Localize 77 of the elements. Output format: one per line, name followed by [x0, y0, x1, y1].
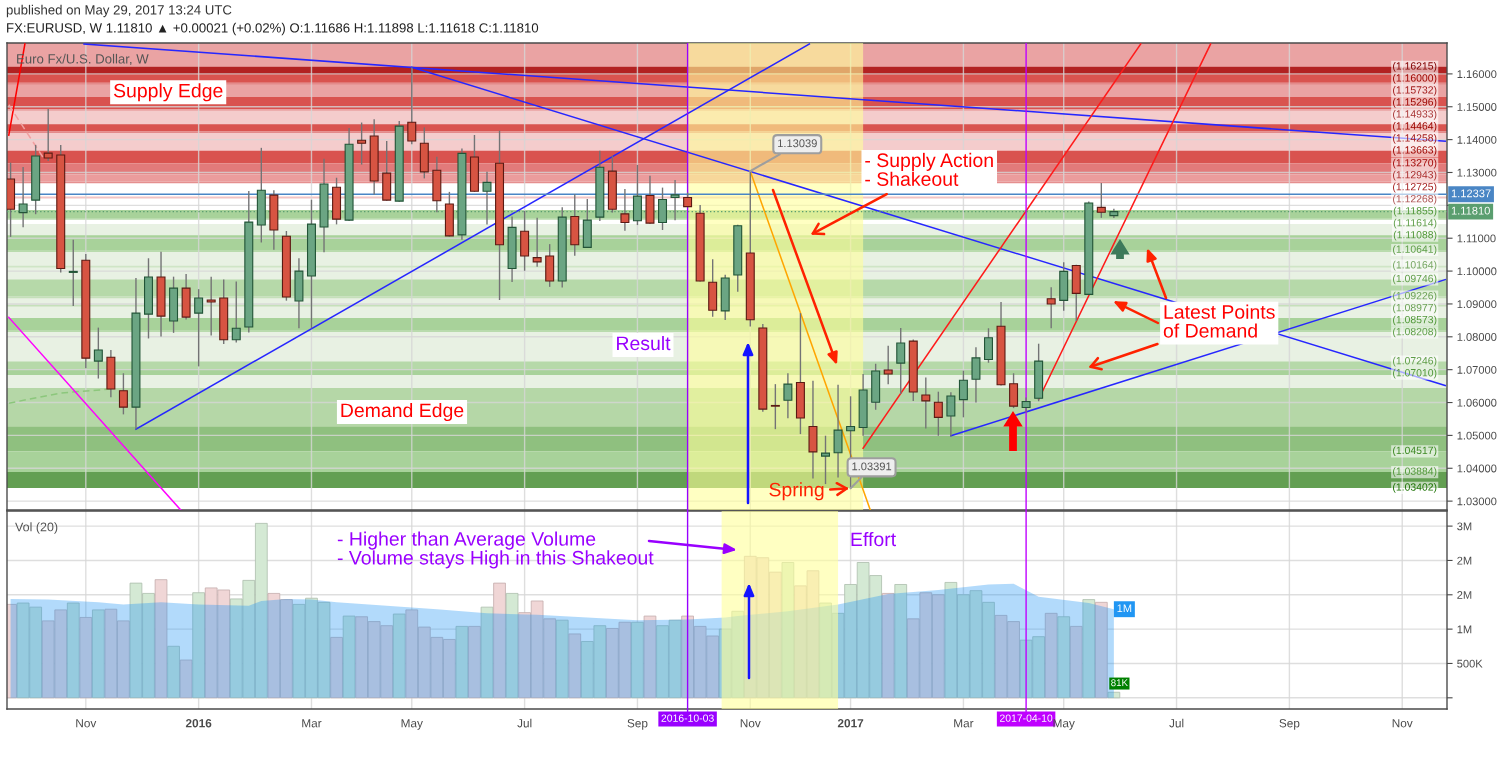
band-label: (1.12268) — [1393, 194, 1437, 205]
band-label: (1.11088) — [1393, 230, 1437, 241]
band-label: (1.12725) — [1393, 182, 1437, 193]
x-tick-label: Jul — [517, 718, 532, 728]
y-tick-label: 1.13000 — [1457, 168, 1497, 177]
ref-line-label: 1.12337 — [1451, 189, 1491, 198]
band-label: (1.09226) — [1393, 291, 1437, 302]
y-tick-label: 1M — [1457, 625, 1472, 634]
band-label: (1.14258) — [1393, 133, 1437, 144]
y-tick-label: 2M — [1457, 556, 1472, 565]
y-tick-label: 1.15000 — [1457, 103, 1497, 111]
annotation: Result — [617, 335, 671, 351]
y-tick-label: 1.05000 — [1457, 431, 1497, 440]
text: Vol (20) — [15, 522, 58, 534]
band-label: (1.15732) — [1393, 85, 1437, 96]
y-tick-label: 1.16000 — [1457, 70, 1497, 79]
x-tick-label: 2016 — [185, 719, 212, 728]
band-label: (1.13663) — [1393, 145, 1437, 156]
x-tick-label: Sep — [627, 719, 648, 730]
annotation: Latest Points of Demand — [1163, 304, 1275, 338]
y-tick-label: 1.07000 — [1457, 365, 1497, 374]
band-label: (1.08208) — [1393, 327, 1437, 338]
annotation: - Higher than Average Volume - Volume stays High in this Shakeout — [337, 531, 654, 569]
band-label: (1.10164) — [1393, 260, 1437, 271]
band-label: (1.11855) — [1393, 206, 1437, 217]
y-tick-label: 500K — [1457, 659, 1483, 668]
y-tick-label: 1.03000 — [1457, 497, 1497, 506]
x-tick-label: Nov — [76, 719, 97, 728]
annotation: Spring — [769, 482, 824, 501]
ref-line-label: 1.11810 — [1451, 206, 1490, 215]
y-tick-label: 1.14000 — [1457, 135, 1497, 144]
band-label: (1.07246) — [1393, 356, 1437, 367]
y-tick-label: 1.11000 — [1457, 234, 1496, 243]
y-tick-label: 1.08000 — [1457, 333, 1497, 341]
x-tick-label: Mar — [954, 719, 974, 728]
y-tick-label: 1.09000 — [1457, 300, 1497, 309]
data-label: 1M — [1117, 604, 1132, 613]
band-label: (1.15296) — [1393, 97, 1437, 108]
x-tick-label: May — [401, 719, 423, 730]
band-label: (1.13270) — [1393, 158, 1437, 169]
x-tick-label: Nov — [1392, 719, 1413, 728]
annotation: Supply Edge — [113, 83, 223, 102]
band-label: (1.04517) — [1393, 446, 1437, 457]
annotation: 1.13039 — [778, 139, 817, 148]
annotation: - Supply Action - Shakeout — [865, 152, 993, 186]
band-label: (1.03402) — [1393, 483, 1437, 493]
ref-line-label: 2016-10-03 — [661, 714, 714, 722]
x-tick-label: 2017 — [837, 719, 864, 728]
band-label: (1.16000) — [1393, 73, 1437, 84]
x-tick-label: Jul — [1169, 718, 1184, 728]
y-tick-label: 3M — [1457, 522, 1472, 531]
text: published on May 29, 2017 13:24 UTC — [6, 4, 232, 18]
y-tick-label: 1.10000 — [1457, 267, 1497, 276]
y-tick-label: 2M — [1457, 591, 1472, 599]
annotation: 1.03391 — [852, 462, 892, 471]
x-tick-label: May — [1053, 719, 1075, 730]
band-label: (1.10641) — [1393, 245, 1437, 255]
y-tick-label: 1.06000 — [1457, 398, 1497, 407]
band-label: (1.08573) — [1393, 315, 1437, 326]
band-label: (1.09746) — [1393, 274, 1437, 285]
band-label: (1.11614) — [1393, 218, 1437, 229]
band-label: (1.14464) — [1393, 121, 1437, 132]
band-label: (1.14933) — [1393, 109, 1437, 120]
band-label: (1.16215) — [1393, 61, 1437, 72]
band-label: (1.07010) — [1393, 368, 1437, 379]
y-tick-label: 1.04000 — [1457, 464, 1497, 473]
x-tick-label: Sep — [1279, 719, 1300, 730]
chart-title: FX:EURUSD, W 1.11810 ▲ +0.00021 (+0.02%) O:1.11686 H:1.11898 L:1.11618 C:1.11810 — [7, 22, 539, 36]
band-label: (1.03884) — [1393, 467, 1437, 477]
band-label: (1.12943) — [1393, 170, 1437, 181]
x-tick-label: Nov — [740, 719, 761, 728]
annotation: Demand Edge — [341, 402, 464, 422]
x-tick-label: Mar — [302, 719, 322, 728]
ref-line-label: 2017-04-10 — [999, 714, 1053, 722]
data-label: 81K — [1111, 679, 1128, 687]
band-label: (1.08977) — [1393, 303, 1437, 314]
annotation: Effort — [851, 531, 896, 547]
